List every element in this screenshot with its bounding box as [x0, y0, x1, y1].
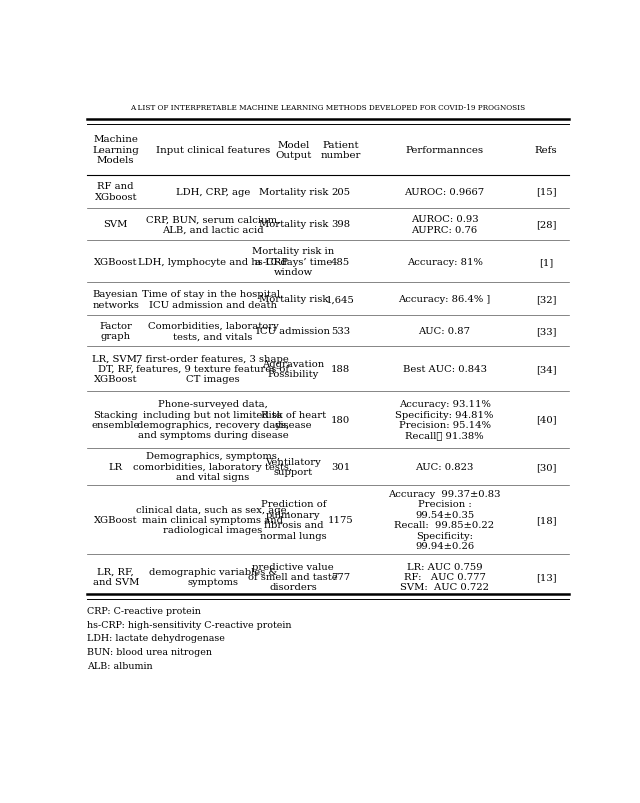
Text: [13]: [13]	[536, 573, 557, 581]
Text: LDH, CRP, age: LDH, CRP, age	[176, 187, 250, 197]
Text: 1175: 1175	[328, 516, 353, 524]
Text: 7 first-order features, 3 shape
features, 9 texture features of
CT images: 7 first-order features, 3 shape features…	[136, 354, 289, 384]
Text: CRP: C-reactive protein: CRP: C-reactive protein	[88, 606, 202, 615]
Text: Stacking
ensemble: Stacking ensemble	[92, 410, 140, 430]
Text: Aggravation
Possibility: Aggravation Possibility	[262, 360, 324, 379]
Text: Mortality risk in
a 10-days’ time
window: Mortality risk in a 10-days’ time window	[252, 247, 335, 277]
Text: Time of stay in the hospital,
ICU admission and death: Time of stay in the hospital, ICU admiss…	[142, 290, 284, 309]
Text: AUROC: 0.93
AUPRC: 0.76: AUROC: 0.93 AUPRC: 0.76	[411, 215, 478, 234]
Text: Accuracy: 93.11%
Specificity: 94.81%
Precision: 95.14%
Recall： 91.38%: Accuracy: 93.11% Specificity: 94.81% Pre…	[396, 400, 493, 440]
Text: Input clinical features: Input clinical features	[156, 145, 270, 155]
Text: LR, RF,
and SVM: LR, RF, and SVM	[93, 567, 139, 586]
Text: LDH, lymphocyte and hs-CRP: LDH, lymphocyte and hs-CRP	[138, 258, 288, 267]
Text: Ventilatory
support: Ventilatory support	[266, 457, 321, 476]
Text: [28]: [28]	[536, 220, 557, 229]
Text: Mortality risk: Mortality risk	[259, 187, 328, 197]
Text: demographic variables &
symptoms: demographic variables & symptoms	[149, 567, 277, 586]
Text: [18]: [18]	[536, 516, 557, 524]
Text: [33]: [33]	[536, 327, 557, 336]
Text: 398: 398	[331, 220, 350, 229]
Text: Factor
graph: Factor graph	[99, 322, 132, 341]
Text: [34]: [34]	[536, 365, 557, 373]
Text: [1]: [1]	[539, 258, 554, 267]
Text: ICU admission: ICU admission	[256, 327, 330, 336]
Text: clinical data, such as sex, age,
main clinical symptoms and
radiological images: clinical data, such as sex, age, main cl…	[136, 505, 290, 535]
Text: Best AUC: 0.843: Best AUC: 0.843	[403, 365, 486, 373]
Text: 485: 485	[331, 258, 350, 267]
Text: Refs: Refs	[535, 145, 557, 155]
Text: Prediction of
pulmonary
fibrosis and
normal lungs: Prediction of pulmonary fibrosis and nor…	[260, 499, 326, 540]
Text: Patient
number: Patient number	[320, 141, 360, 160]
Text: CRP, BUN, serum calcium,
ALB, and lactic acid: CRP, BUN, serum calcium, ALB, and lactic…	[146, 215, 280, 234]
Text: RF and
XGboost: RF and XGboost	[95, 182, 137, 202]
Text: 1,645: 1,645	[326, 295, 355, 304]
Text: [40]: [40]	[536, 415, 557, 424]
Text: BUN: blood urea nitrogen: BUN: blood urea nitrogen	[88, 647, 212, 656]
Text: hs-CRP: high-sensitivity C-reactive protein: hs-CRP: high-sensitivity C-reactive prot…	[88, 620, 292, 629]
Text: Mortality risk: Mortality risk	[259, 295, 328, 304]
Text: LR, SVM,
DT, RF,
XGBoost: LR, SVM, DT, RF, XGBoost	[92, 354, 140, 384]
Text: Accuracy: 81%: Accuracy: 81%	[406, 258, 483, 267]
Text: Accuracy  99.37±0.83
Precision :
99.54±0.35
Recall:  99.85±0.22
Specificity:
99.: Accuracy 99.37±0.83 Precision : 99.54±0.…	[388, 490, 501, 550]
Text: A LIST OF INTERPRETABLE MACHINE LEARNING METHODS DEVELOPED FOR COVID-19 PROGNOSI: A LIST OF INTERPRETABLE MACHINE LEARNING…	[131, 104, 525, 112]
Text: LR: AUC 0.759
RF:   AUC 0.777
SVM:  AUC 0.722: LR: AUC 0.759 RF: AUC 0.777 SVM: AUC 0.7…	[400, 562, 489, 592]
Text: AUC: 0.823: AUC: 0.823	[415, 463, 474, 471]
Text: [15]: [15]	[536, 187, 557, 197]
Text: AUC: 0.87: AUC: 0.87	[419, 327, 470, 336]
Text: Model
Output: Model Output	[275, 141, 312, 160]
Text: Risk of heart
disease: Risk of heart disease	[260, 410, 326, 430]
Text: predictive value
of smell and taste
disorders: predictive value of smell and taste diso…	[248, 562, 338, 592]
Text: 188: 188	[331, 365, 350, 373]
Text: [30]: [30]	[536, 463, 557, 471]
Text: 301: 301	[331, 463, 350, 471]
Text: Accuracy: 86.4% ]: Accuracy: 86.4% ]	[399, 295, 491, 304]
Text: LR: LR	[109, 463, 123, 471]
Text: LDH: lactate dehydrogenase: LDH: lactate dehydrogenase	[88, 634, 225, 642]
Text: Comorbidities, laboratory
tests, and vitals: Comorbidities, laboratory tests, and vit…	[148, 322, 278, 341]
Text: Mortality risk: Mortality risk	[259, 220, 328, 229]
Text: 180: 180	[331, 415, 350, 424]
Text: 533: 533	[331, 327, 350, 336]
Text: Machine
Learning
Models: Machine Learning Models	[92, 135, 139, 165]
Text: [32]: [32]	[536, 295, 557, 304]
Text: AUROC: 0.9667: AUROC: 0.9667	[404, 187, 484, 197]
Text: Bayesian
networks: Bayesian networks	[92, 290, 139, 309]
Text: 205: 205	[331, 187, 350, 197]
Text: Phone-surveyed data,
including but not limited to
demographics, recovery days,
a: Phone-surveyed data, including but not l…	[137, 400, 289, 440]
Text: SVM: SVM	[104, 220, 128, 229]
Text: Performannces: Performannces	[406, 145, 484, 155]
Text: Demographics, symptoms,
comorbidities, laboratory tests,
and vital signs: Demographics, symptoms, comorbidities, l…	[133, 452, 292, 482]
Text: ALB: albumin: ALB: albumin	[88, 661, 153, 670]
Text: XGBoost: XGBoost	[94, 258, 138, 267]
Text: XGBoost: XGBoost	[94, 516, 138, 524]
Text: 777: 777	[331, 573, 350, 581]
